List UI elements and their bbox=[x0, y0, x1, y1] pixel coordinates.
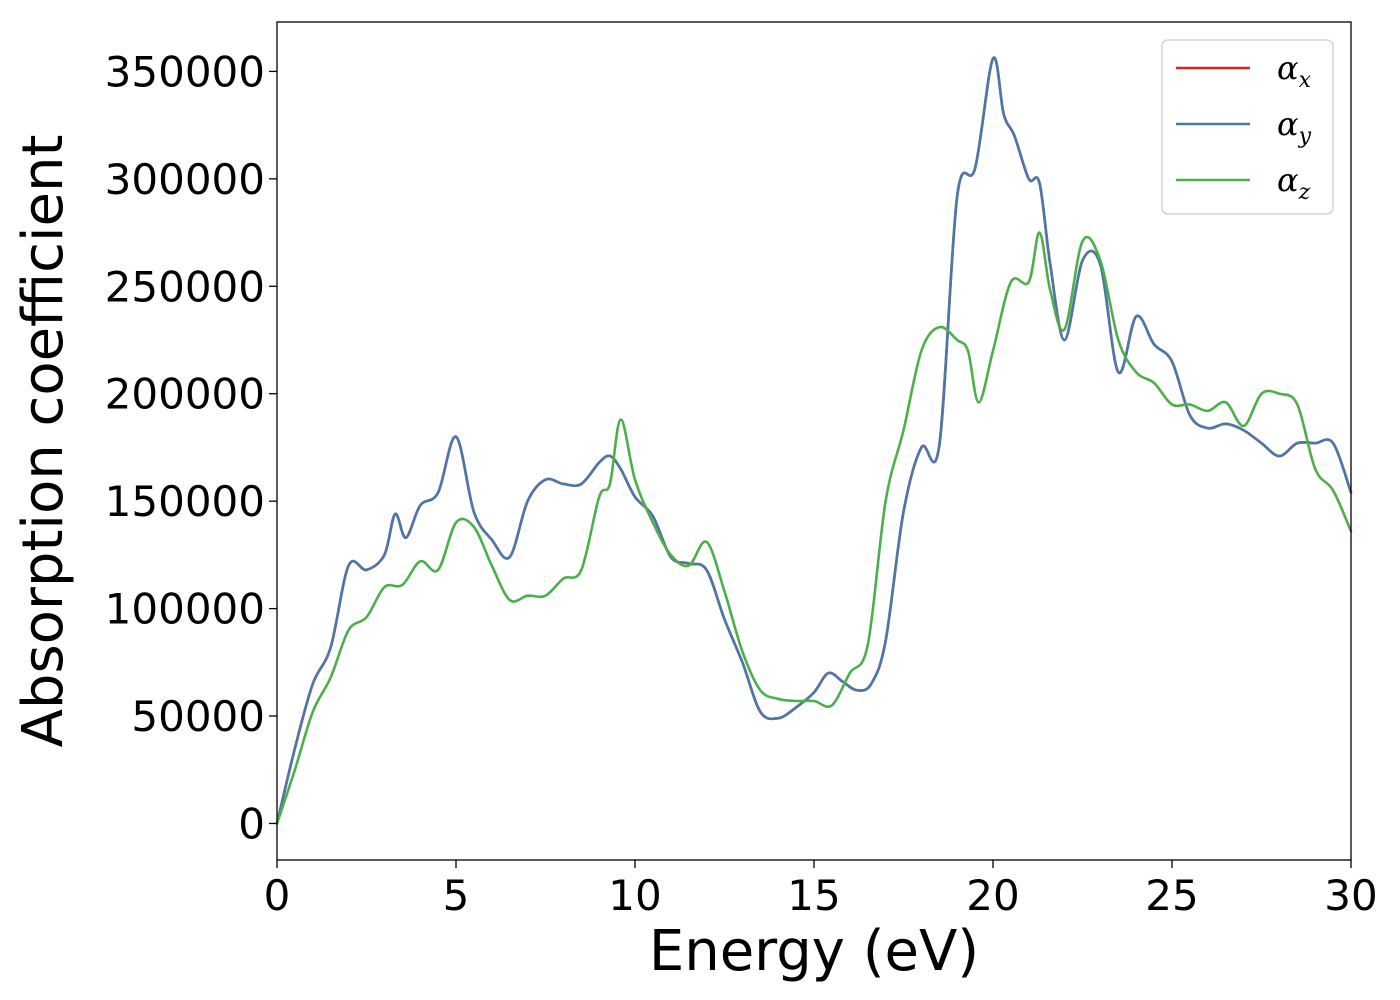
legend-label: αy bbox=[1277, 105, 1312, 149]
y-tick-label: 50000 bbox=[131, 692, 265, 741]
x-tick-label: 0 bbox=[264, 871, 291, 920]
x-tick-label: 10 bbox=[608, 871, 661, 920]
x-tick-label: 25 bbox=[1145, 871, 1198, 920]
x-tick-label: 20 bbox=[966, 871, 1019, 920]
x-axis-ticks: 0 5 10 15 20 25 30 bbox=[264, 860, 1378, 920]
y-tick-label: 350000 bbox=[105, 47, 265, 96]
y-tick-label: 250000 bbox=[105, 262, 265, 311]
y-axis-ticks: 0 50000 100000 150000 200000 250000 300000 3500… bbox=[105, 47, 277, 848]
y-axis-title: Absorption coefficient bbox=[11, 135, 76, 748]
x-tick-label: 15 bbox=[787, 871, 840, 920]
y-tick-label: 100000 bbox=[105, 585, 265, 634]
legend: αx αy αz bbox=[1161, 39, 1334, 215]
legend-label: αx bbox=[1277, 49, 1312, 93]
legend-box bbox=[1161, 39, 1334, 215]
x-tick-label: 30 bbox=[1324, 871, 1377, 920]
x-axis-title: Energy (eV) bbox=[649, 919, 979, 984]
y-tick-label: 150000 bbox=[105, 477, 265, 526]
legend-label: αz bbox=[1277, 161, 1311, 205]
series-layer bbox=[275, 56, 1353, 825]
y-tick-label: 200000 bbox=[105, 370, 265, 419]
series-line-αz bbox=[275, 231, 1353, 825]
y-tick-label: 300000 bbox=[105, 155, 265, 204]
series-line-αy bbox=[275, 56, 1353, 825]
y-tick-label: 0 bbox=[238, 799, 265, 848]
x-tick-label: 5 bbox=[443, 871, 470, 920]
